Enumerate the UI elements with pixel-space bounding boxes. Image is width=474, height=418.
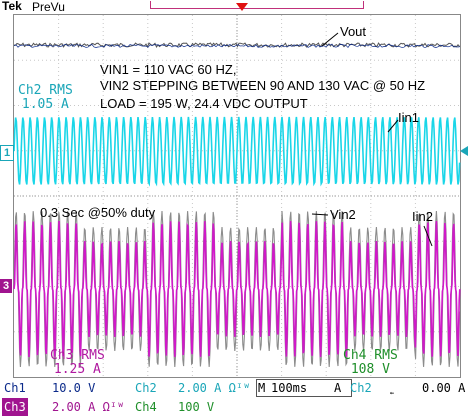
ch4-label[interactable]: Ch4: [135, 400, 157, 414]
vin2-pointer: [311, 213, 329, 216]
ch2-rms-readout: Ch2 RMS 1.05 A: [18, 84, 73, 112]
ch2-rms-value: 1.05 A: [21, 97, 69, 112]
ch3-label[interactable]: Ch3: [2, 398, 28, 416]
timebase-label: M: [258, 381, 266, 395]
record-position-bar[interactable]: [150, 1, 364, 9]
trigger-level-marker-icon[interactable]: [460, 146, 468, 156]
ch1-ground-marker-icon[interactable]: 1: [0, 145, 14, 161]
acquisition-mode: PreVu: [32, 0, 65, 14]
ch3-rms-readout: Ch3 RMS 1.25 A: [50, 349, 105, 377]
timebase-value: 100ms: [271, 381, 308, 395]
grid-lines: [14, 15, 460, 377]
iin2-pointer: [423, 225, 433, 247]
timebase-box[interactable]: M 100ms: [256, 379, 352, 397]
duty-cycle-label: 0.3 Sec @50% duty: [40, 205, 156, 220]
trigger-source[interactable]: A: [334, 381, 342, 395]
ch1-label[interactable]: Ch1: [4, 381, 26, 395]
ch3-ground-marker-icon[interactable]: 3: [0, 279, 12, 293]
ch4-rms-value: 108 V: [350, 362, 390, 377]
ch1-scale[interactable]: 10.0 V: [52, 381, 96, 395]
iin1-pointer: [387, 119, 399, 133]
iin1-trace: [13, 116, 461, 187]
waveform-traces: [13, 32, 461, 368]
ch3-scale[interactable]: 2.00 A Ωᴵᵂ: [52, 400, 125, 414]
vout-trace-ch1: [13, 44, 461, 49]
ch4-rms-readout: Ch4 RMS 108 V: [343, 349, 398, 377]
condition-line-3: LOAD = 195 W, 24.4 VDC OUTPUT: [100, 96, 308, 111]
top-bar: Tek PreVu: [0, 0, 474, 14]
brand-logo: Tek: [2, 0, 22, 13]
status-bar: Ch1 10.0 V Ch2 2.00 A Ωᴵᵂ M 100ms A Ch2 …: [0, 378, 474, 418]
ch2-label[interactable]: Ch2: [135, 381, 157, 395]
trigger-channel[interactable]: Ch2: [350, 381, 372, 395]
condition-line-2: VIN2 STEPPING BETWEEN 90 AND 130 VAC @ 5…: [100, 78, 426, 93]
ch3-rms-value: 1.25 A: [53, 362, 101, 377]
ch2-scale[interactable]: 2.00 A Ωᴵᵂ: [178, 381, 251, 395]
condition-line-1: VIN1 = 110 VAC 60 HZ,: [100, 62, 237, 77]
iin1-label: Iin1: [398, 110, 419, 125]
iin2-label: Iin2: [412, 209, 433, 224]
ch4-rms-label: Ch4 RMS: [343, 348, 398, 363]
ch4-scale[interactable]: 100 V: [178, 400, 215, 414]
falling-edge-icon: ˿: [390, 381, 394, 395]
ch3-rms-label: Ch3 RMS: [50, 348, 105, 363]
trigger-position-marker-icon[interactable]: [236, 3, 248, 11]
vout-pointer: [321, 32, 339, 47]
trigger-level[interactable]: 0.00 A: [422, 381, 466, 395]
vout-label: Vout: [340, 24, 367, 39]
vin2-label: Vin2: [330, 207, 356, 222]
iin2-trace: [13, 220, 461, 358]
ch2-rms-label: Ch2 RMS: [18, 83, 73, 98]
